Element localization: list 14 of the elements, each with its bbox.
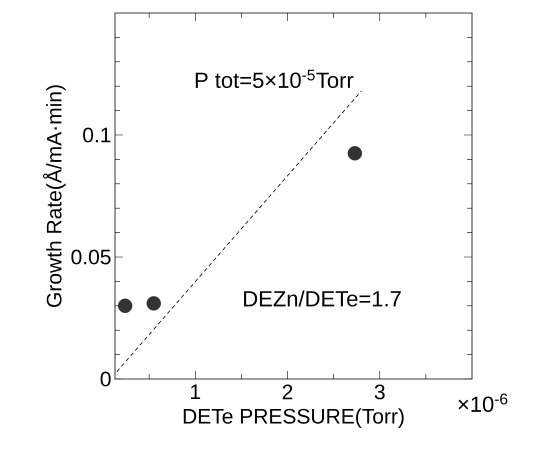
text: ×10$^{-6}$ <box>458 394 508 412</box>
y-tick-label: 0 <box>100 372 111 386</box>
x-tick-label: 1 <box>191 384 200 399</box>
y-tick-label: 0.05 <box>71 250 111 264</box>
point <box>146 296 161 311</box>
y-axis-title: Growth Rate(Å/mA·min) <box>43 85 66 307</box>
point <box>348 146 362 160</box>
x-axis-title: DETe PRESSURE(Torr) <box>184 408 404 428</box>
point <box>118 298 132 313</box>
annotation: DEZn/DETe=1.7 <box>244 290 401 307</box>
annotation: P tot=5×10$^{-5}$Torr <box>196 70 354 88</box>
y-tick-label: 0.1 <box>83 128 110 142</box>
x-tick-label: 3 <box>374 384 385 400</box>
x-tick-label: 2 <box>282 384 292 400</box>
